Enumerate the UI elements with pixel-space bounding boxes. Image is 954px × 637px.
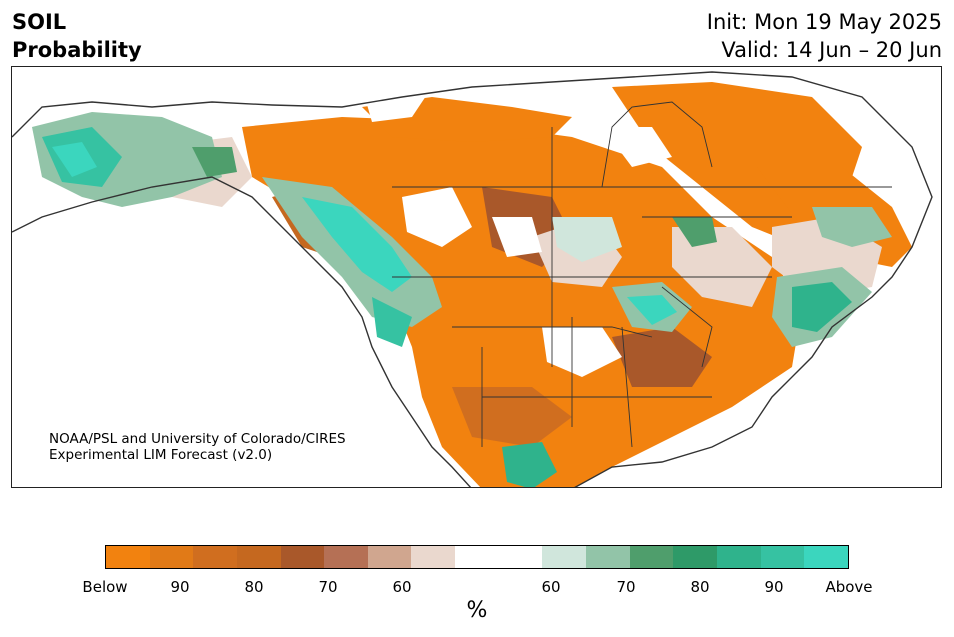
colorbar xyxy=(105,545,849,569)
colorbar-tick-label: 80 xyxy=(690,578,710,596)
colorbar-tick-label: 80 xyxy=(244,578,264,596)
colorbar-tick-label: 70 xyxy=(616,578,636,596)
colorbar-segment xyxy=(149,546,194,568)
colorbar-segment xyxy=(804,546,848,568)
colorbar-segment xyxy=(411,546,456,568)
forecast-dates: Init: Mon 19 May 2025 Valid: 14 Jun – 20… xyxy=(707,8,942,64)
credit-line-2: Experimental LIM Forecast (v2.0) xyxy=(49,447,273,463)
colorbar-segment xyxy=(498,546,543,568)
map-canvas xyxy=(12,71,933,487)
colorbar-segment xyxy=(455,546,499,568)
colorbar-segment xyxy=(760,546,805,568)
colorbar-segment xyxy=(280,546,325,568)
colorbar-tick-label: 60 xyxy=(541,578,561,596)
colorbar-segment xyxy=(586,546,630,568)
colorbar-segment xyxy=(542,546,587,568)
colorbar-tick-label: Below xyxy=(82,578,128,596)
colorbar-tick-label: 60 xyxy=(392,578,412,596)
colorbar-segment xyxy=(236,546,281,568)
colorbar-segment xyxy=(324,546,368,568)
colorbar-tick-label: Above xyxy=(825,578,873,596)
colorbar-segment xyxy=(716,546,761,568)
valid-range: Valid: 14 Jun – 20 Jun xyxy=(721,38,942,62)
below-region xyxy=(242,82,912,487)
colorbar-tick-label: 90 xyxy=(764,578,784,596)
colorbar-tick-label: 70 xyxy=(318,578,338,596)
forecast-map xyxy=(11,66,942,488)
above-region xyxy=(32,112,892,487)
metric-label: Probability xyxy=(12,38,142,62)
colorbar-segment xyxy=(629,546,674,568)
colorbar-segment xyxy=(367,546,412,568)
init-date: Init: Mon 19 May 2025 xyxy=(706,10,942,34)
colorbar-tick-label: 90 xyxy=(170,578,190,596)
coastlines xyxy=(12,71,933,487)
colorbar-segment xyxy=(106,546,150,568)
credit-text: NOAA/PSL and University of Colorado/CIRE… xyxy=(49,431,346,463)
variable-label: SOIL xyxy=(12,10,67,34)
credit-line-1: NOAA/PSL and University of Colorado/CIRE… xyxy=(49,431,346,447)
colorbar-segment xyxy=(193,546,237,568)
colorbar-segment xyxy=(673,546,717,568)
colorbar-unit: % xyxy=(466,598,488,623)
map-title: SOIL Probability xyxy=(12,8,142,64)
